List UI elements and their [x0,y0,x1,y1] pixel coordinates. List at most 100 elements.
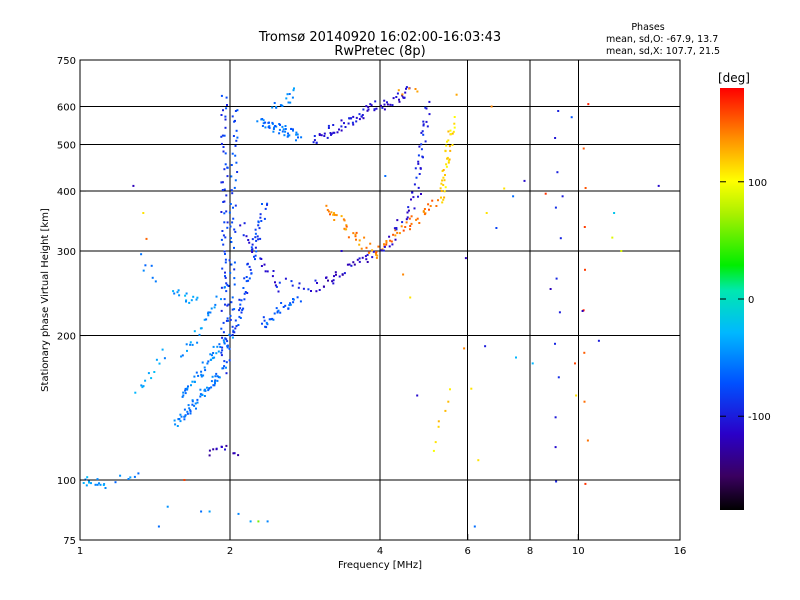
data-point-130 [195,371,198,374]
data-point-89 [199,388,202,391]
data-point-18 [114,481,117,484]
data-point-372 [257,224,260,227]
data-point-555 [332,124,335,126]
data-point-117 [184,392,187,395]
data-point-582 [366,109,369,112]
data-point-220 [224,276,227,279]
data-point-105 [213,380,216,383]
data-point-672 [402,229,405,232]
data-point-277 [227,319,230,322]
data-point-622 [329,213,331,216]
chart-title: Tromsø 20140920 16:02:00-16:03:43 [258,30,501,45]
data-point-596 [383,99,386,102]
data-point-526 [275,106,278,109]
data-point-717 [417,186,420,189]
data-point-852 [597,339,600,342]
data-point-762 [445,165,448,168]
data-point-259 [224,126,227,129]
data-point-346 [245,280,248,283]
data-point-424 [260,265,263,267]
data-point-650 [368,251,371,254]
data-point-712 [412,196,415,199]
data-point-268 [228,359,231,362]
data-point-583 [367,108,370,111]
data-point-98 [210,380,213,383]
data-point-86 [196,398,199,401]
data-point-48 [185,292,188,295]
data-point-698 [388,235,391,238]
data-point-208 [222,331,225,334]
data-point-179 [210,307,213,310]
data-point-354 [246,262,249,265]
data-point-779 [447,130,450,133]
data-point-142 [211,357,214,360]
data-point-47 [184,294,187,297]
data-point-551 [327,127,330,129]
data-point-579 [361,114,364,116]
data-point-702 [395,227,398,229]
data-point-44 [178,294,181,297]
data-point-505 [282,128,285,131]
data-point-193 [225,444,228,447]
data-point-24 [134,391,137,394]
data-point-66 [183,418,186,421]
data-point-393 [273,312,276,315]
data-point-454 [332,279,335,282]
data-point-199 [225,361,228,364]
data-point-675 [409,225,412,227]
data-point-772 [446,140,448,143]
data-point-240 [222,201,225,203]
data-point-124 [187,385,189,388]
data-point-337 [238,298,241,301]
data-point-213 [220,309,223,312]
data-point-686 [423,208,426,210]
data-point-321 [236,109,239,112]
data-point-339 [243,298,246,301]
x-tick-label-1: 1 [77,546,83,557]
data-point-183 [220,298,222,301]
data-point-371 [258,227,261,230]
data-point-736 [422,124,425,127]
data-point-804 [584,482,587,485]
data-point-595 [386,103,389,106]
data-point-329 [237,324,240,326]
data-point-580 [362,108,365,111]
data-point-293 [229,237,232,240]
data-point-251 [224,163,227,166]
data-point-853 [611,236,614,239]
data-point-101 [210,386,213,389]
colorbar-ticks: 100 0 -100 [720,178,771,423]
data-point-514 [290,128,293,130]
data-point-791 [449,388,451,391]
data-point-740 [422,120,425,123]
data-point-156 [222,339,225,342]
data-point-532 [289,101,292,104]
data-point-39 [150,264,153,267]
data-point-854 [620,250,623,252]
data-point-438 [297,286,300,289]
data-point-724 [417,162,420,165]
data-point-41 [154,280,157,283]
data-point-315 [232,135,235,137]
data-point-440 [302,287,305,290]
data-point-25 [141,386,144,389]
data-point-669 [396,231,399,234]
data-point-333 [239,307,242,310]
data-point-316 [236,136,239,139]
data-point-793 [554,446,557,449]
data-point-147 [212,352,215,354]
data-point-151 [218,343,221,346]
data-point-506 [281,125,284,128]
data-point-216 [223,298,226,301]
data-point-413 [239,224,242,227]
data-point-806 [583,400,586,403]
data-point-693 [382,249,385,252]
y-tick-label-500: 500 [57,141,76,152]
data-point-431 [274,284,277,287]
data-point-31 [153,371,156,373]
data-point-49 [185,299,188,302]
data-point-461 [346,263,349,266]
data-point-414 [243,222,246,225]
data-point-719 [415,176,418,179]
data-point-286 [229,271,232,274]
